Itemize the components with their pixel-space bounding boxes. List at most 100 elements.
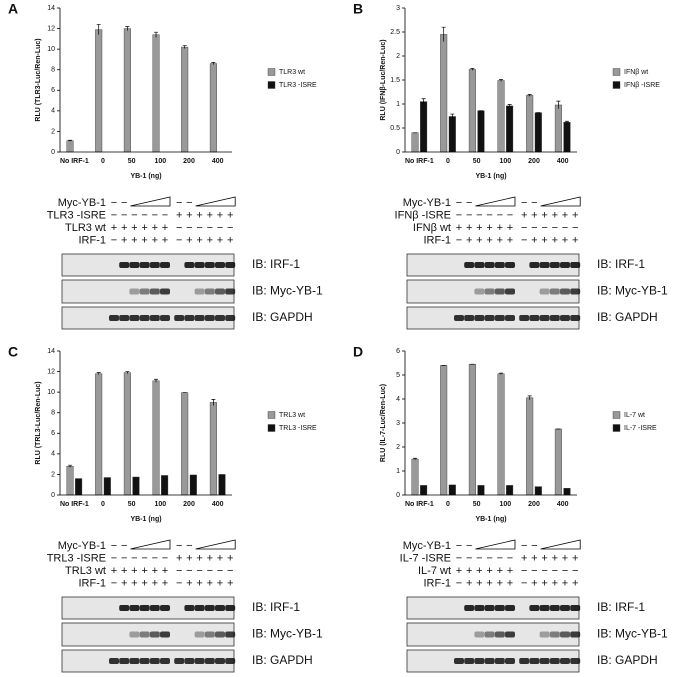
y-axis-label: RLU (IFNβ-Luc/Ren-Luc) — [380, 39, 387, 120]
blot-band — [549, 288, 560, 295]
sign: − — [227, 222, 233, 234]
bar — [209, 402, 217, 496]
legend-swatch — [267, 81, 276, 89]
bar — [554, 428, 562, 496]
panel: D 0 1 2 3 4 5 6 No IRF-1 0 50 100 200 400 YB-1 (ng) RLU… — [353, 344, 668, 673]
sign: + — [141, 577, 147, 589]
sign: − — [176, 577, 182, 589]
sign: − — [111, 234, 117, 246]
blot-band — [560, 315, 570, 321]
blot-band — [549, 631, 560, 638]
bar — [66, 140, 74, 153]
blot-band — [464, 315, 475, 321]
sign: + — [141, 222, 147, 234]
blot-band — [484, 631, 495, 638]
blot-band — [225, 605, 236, 611]
y-tick-label: 10 — [47, 46, 55, 53]
panel: B 0 0.5 1 1.5 2 2.5 3 No IRF-1 0 50 100 200 400 YB-1 (… — [353, 1, 668, 330]
blot-band — [549, 658, 560, 664]
sign: + — [521, 209, 527, 221]
y-tick-label: 3 — [396, 420, 400, 427]
blot-band — [494, 631, 505, 638]
sign: − — [531, 222, 537, 234]
sign: + — [121, 565, 127, 577]
row-label: IFNβ -ISRE — [395, 209, 451, 221]
x-axis-label: YB-1 (ng) — [475, 173, 506, 180]
blot-band — [149, 658, 160, 664]
sign: + — [541, 577, 547, 589]
x-tick-label: 0 — [446, 501, 450, 508]
sign: + — [131, 234, 137, 246]
blot-label: IB: Myc-YB-1 — [597, 284, 668, 298]
row-label: Myc-YB-1 — [403, 540, 451, 552]
sign: + — [152, 234, 158, 246]
y-tick-label: 8 — [51, 410, 55, 417]
sign: + — [217, 209, 223, 221]
sign: + — [466, 234, 472, 246]
blot-band — [194, 631, 205, 638]
sign: − — [531, 565, 537, 577]
sign: − — [466, 209, 472, 221]
sign: − — [456, 234, 462, 246]
sign: + — [497, 565, 503, 577]
row-label: Myc-YB-1 — [58, 197, 106, 209]
sign: − — [131, 209, 137, 221]
blot-band — [505, 631, 515, 638]
blot-label: IB: GAPDH — [597, 310, 658, 324]
sign: − — [152, 552, 158, 564]
blot-band — [149, 262, 160, 268]
sign: + — [572, 577, 578, 589]
sign: − — [186, 540, 192, 552]
sign: + — [562, 209, 568, 221]
bar — [420, 101, 428, 153]
error-bar — [211, 398, 216, 406]
bar — [506, 105, 514, 153]
blot-band — [494, 658, 505, 664]
error-bar — [154, 378, 159, 383]
sign: − — [521, 565, 527, 577]
blot-band — [529, 315, 540, 321]
sign: + — [217, 577, 223, 589]
blot-band — [570, 262, 581, 268]
bar — [497, 80, 505, 153]
sign: − — [486, 209, 492, 221]
bar — [554, 104, 562, 153]
sign: + — [131, 565, 137, 577]
sign: + — [486, 234, 492, 246]
blot-band — [129, 262, 140, 268]
error-bar — [68, 139, 73, 142]
sign: + — [207, 209, 213, 221]
blot-band — [174, 315, 185, 321]
row-label: IL-7 wt — [418, 565, 451, 577]
y-tick-label: 6 — [396, 348, 400, 355]
sign: + — [456, 565, 462, 577]
x-axis-label: YB-1 (ng) — [130, 173, 161, 180]
sign: − — [207, 565, 213, 577]
error-bar — [507, 104, 512, 108]
blot-band — [505, 658, 515, 664]
sign: − — [497, 552, 503, 564]
y-tick-label: 8 — [51, 67, 55, 74]
sign: + — [521, 552, 527, 564]
bar — [477, 110, 485, 153]
row-label: TRL3 wt — [65, 565, 106, 577]
legend-label: TRL3 -ISRE — [279, 425, 317, 432]
blot-band — [494, 262, 505, 268]
blot-band — [149, 315, 160, 321]
blot-band — [474, 262, 485, 268]
bar — [497, 373, 505, 496]
sign: + — [207, 577, 213, 589]
blot-band — [474, 605, 485, 611]
blot-band — [519, 315, 530, 321]
sign: + — [562, 577, 568, 589]
bar — [75, 478, 83, 496]
bar — [218, 474, 226, 496]
bar — [526, 95, 534, 153]
sign: + — [476, 234, 482, 246]
sign: + — [186, 552, 192, 564]
blot-band — [494, 288, 505, 295]
sign: + — [196, 234, 202, 246]
blot-band — [225, 262, 236, 268]
sign: − — [186, 565, 192, 577]
blot-band — [139, 631, 150, 638]
